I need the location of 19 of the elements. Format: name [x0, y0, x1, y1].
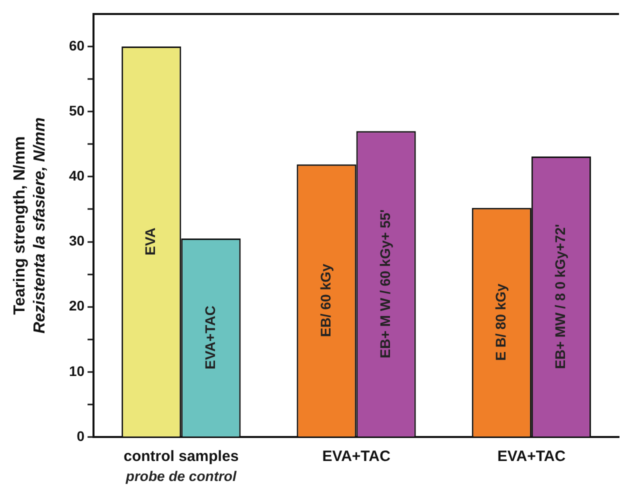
- y-tick-label: 30: [68, 232, 85, 249]
- x-tick-label: EVA+TAC: [322, 448, 391, 466]
- series-label: E B/ 80 kGy: [492, 283, 509, 361]
- y-tick-label: 20: [68, 298, 85, 314]
- y-tick-label: 40: [68, 168, 85, 184]
- x-tick-label: EVA+TAC: [497, 448, 566, 466]
- series-label: EB/ 60 kGy: [317, 264, 334, 337]
- y-tick-label: 10: [68, 362, 85, 379]
- series-label: EB+ M W / 60 kGy+ 55': [376, 209, 393, 358]
- y-tick-label: 0: [76, 428, 85, 444]
- y-tick-label: 50: [68, 102, 85, 118]
- text: probe de control: [124, 468, 238, 484]
- y-tick-label: 60: [68, 37, 85, 54]
- y2-axis-title: Rezistenta la sfasiere, N/mm: [31, 117, 48, 334]
- y-axis-title: Tearing strength, N/mm: [11, 136, 28, 315]
- series-label: EVA: [142, 228, 158, 256]
- series-label: EVA+TAC: [202, 306, 218, 370]
- x-tick-label: control samples: [124, 448, 239, 466]
- series-label: EB+ MW / 8 0 kGy+72': [552, 224, 568, 369]
